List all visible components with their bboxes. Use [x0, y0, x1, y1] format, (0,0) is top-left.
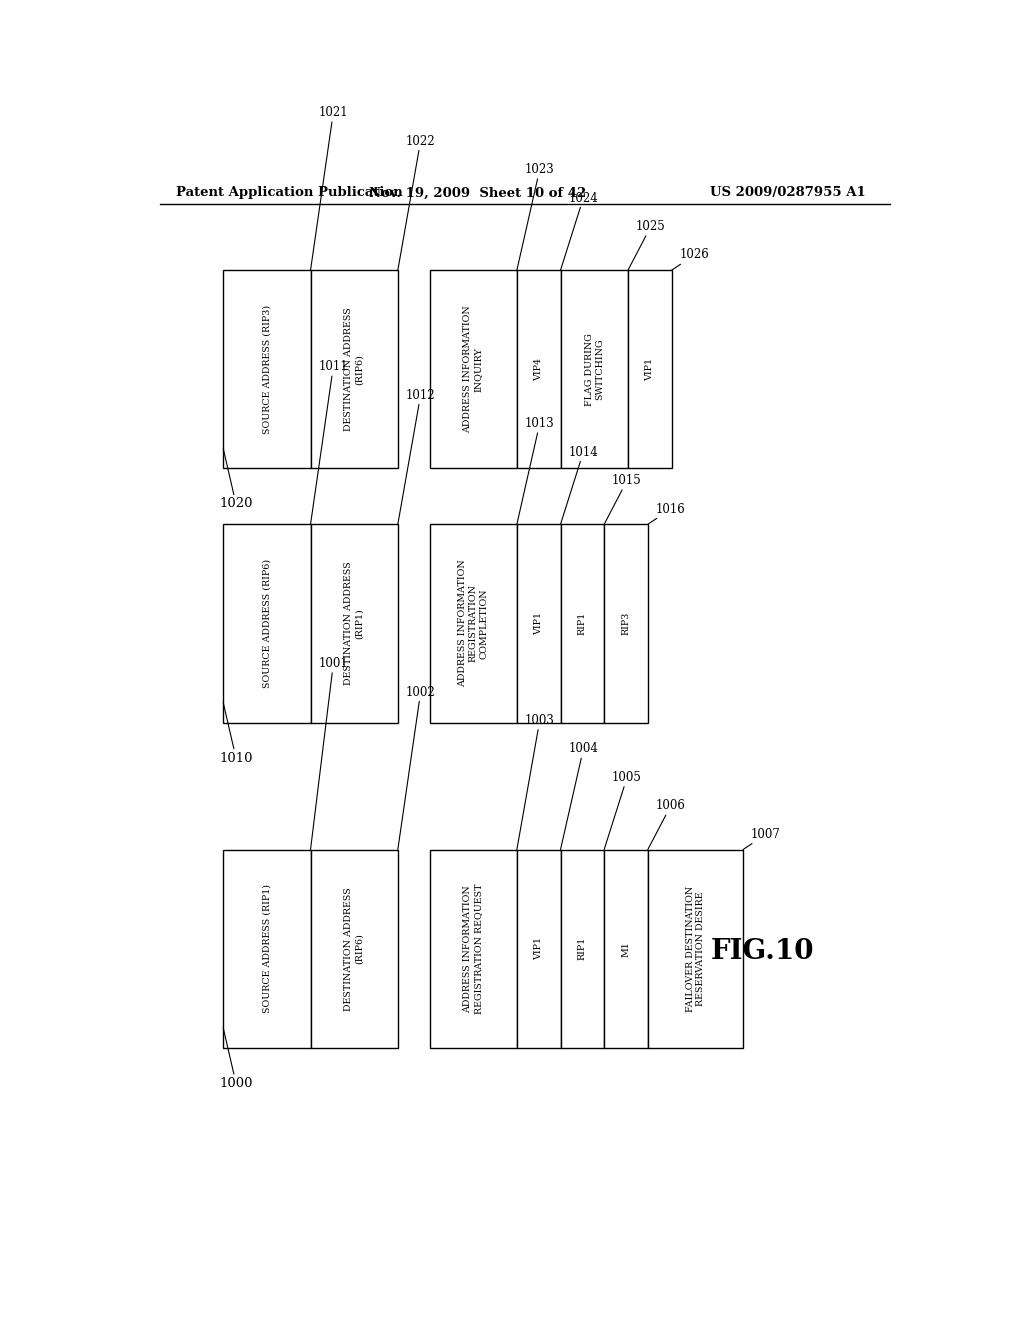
Text: ADDRESS INFORMATION
REGISTRATION REQUEST: ADDRESS INFORMATION REGISTRATION REQUEST — [464, 883, 483, 1014]
Bar — [310, 271, 397, 469]
Bar — [560, 850, 604, 1048]
Text: 1006: 1006 — [648, 800, 686, 850]
Text: 1011: 1011 — [310, 360, 348, 524]
Text: FAILOVER DESTINATION
RESERVATION DESIRE: FAILOVER DESTINATION RESERVATION DESIRE — [686, 886, 706, 1011]
Bar — [648, 850, 743, 1048]
Bar — [223, 524, 310, 722]
Bar — [517, 271, 560, 469]
Bar — [430, 524, 517, 722]
Text: 1001: 1001 — [310, 657, 348, 850]
Text: 1004: 1004 — [560, 742, 598, 850]
Text: 1010: 1010 — [219, 702, 253, 764]
Bar — [310, 524, 397, 722]
Text: SOURCE ADDRESS (RIP1): SOURCE ADDRESS (RIP1) — [262, 884, 271, 1014]
Text: 1016: 1016 — [648, 503, 685, 524]
Text: ADDRESS INFORMATION
REGISTRATION
COMPLETION: ADDRESS INFORMATION REGISTRATION COMPLET… — [459, 560, 488, 688]
Bar — [430, 850, 517, 1048]
Text: 1025: 1025 — [628, 220, 666, 271]
Text: 1023: 1023 — [517, 164, 555, 271]
Text: ADDRESS INFORMATION
INQUIRY: ADDRESS INFORMATION INQUIRY — [464, 305, 483, 433]
Bar — [628, 271, 672, 469]
Text: 1024: 1024 — [560, 191, 598, 271]
Bar — [517, 524, 560, 722]
Text: RIP1: RIP1 — [578, 611, 587, 635]
Bar — [604, 850, 648, 1048]
Text: 1000: 1000 — [219, 1028, 253, 1090]
Text: FLAG DURING
SWITCHING: FLAG DURING SWITCHING — [585, 333, 604, 405]
Text: 1022: 1022 — [397, 135, 435, 271]
Text: RIP3: RIP3 — [622, 611, 631, 635]
Text: VIP1: VIP1 — [535, 612, 543, 635]
Bar — [223, 850, 310, 1048]
Text: SOURCE ADDRESS (RIP3): SOURCE ADDRESS (RIP3) — [262, 305, 271, 434]
Bar — [223, 271, 310, 469]
Bar — [310, 850, 397, 1048]
Text: DESTINATION ADDRESS
(RIP1): DESTINATION ADDRESS (RIP1) — [344, 561, 364, 685]
Text: DESTINATION ADDRESS
(RIP6): DESTINATION ADDRESS (RIP6) — [344, 308, 364, 432]
Bar — [560, 271, 628, 469]
Text: 1015: 1015 — [604, 474, 642, 524]
Text: 1003: 1003 — [517, 714, 555, 850]
Text: VIP1: VIP1 — [535, 937, 543, 960]
Text: Patent Application Publication: Patent Application Publication — [176, 186, 402, 199]
Bar — [430, 271, 517, 469]
Text: 1012: 1012 — [397, 388, 435, 524]
Text: 1002: 1002 — [397, 685, 435, 850]
Bar — [560, 524, 604, 722]
Text: 1007: 1007 — [743, 828, 781, 850]
Bar — [604, 524, 648, 722]
Text: 1021: 1021 — [310, 106, 348, 271]
Bar — [517, 850, 560, 1048]
Text: 1026: 1026 — [672, 248, 710, 271]
Text: SOURCE ADDRESS (RIP6): SOURCE ADDRESS (RIP6) — [262, 558, 271, 688]
Text: Nov. 19, 2009  Sheet 10 of 42: Nov. 19, 2009 Sheet 10 of 42 — [369, 186, 586, 199]
Text: VIP4: VIP4 — [535, 358, 543, 380]
Text: 1005: 1005 — [604, 771, 642, 850]
Text: FIG.10: FIG.10 — [711, 937, 815, 965]
Text: RIP1: RIP1 — [578, 937, 587, 960]
Text: 1020: 1020 — [219, 449, 253, 511]
Text: 1014: 1014 — [560, 446, 598, 524]
Text: 1013: 1013 — [517, 417, 555, 524]
Text: DESTINATION ADDRESS
(RIP6): DESTINATION ADDRESS (RIP6) — [344, 887, 364, 1011]
Text: M1: M1 — [622, 941, 631, 957]
Text: VIP1: VIP1 — [645, 358, 654, 380]
Text: US 2009/0287955 A1: US 2009/0287955 A1 — [711, 186, 866, 199]
